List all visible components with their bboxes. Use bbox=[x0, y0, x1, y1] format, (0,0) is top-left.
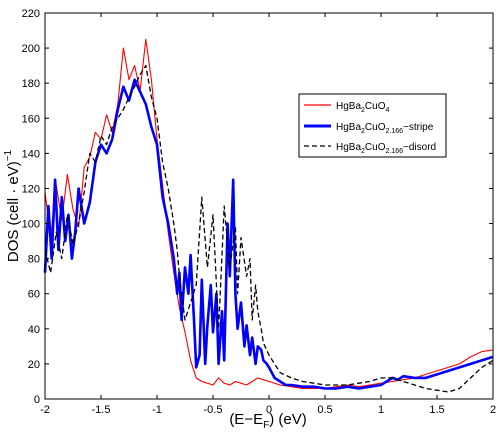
legend-label-series-2: HgBa2CuO2.166−stripe bbox=[336, 122, 434, 135]
y-tick-labels: 0 20 40 60 80 100 120 140 160 180 200 220 bbox=[22, 8, 40, 406]
x-tick-label: -2 bbox=[40, 404, 50, 416]
ticks-layer bbox=[44, 12, 494, 400]
y-tick-label: 200 bbox=[22, 43, 40, 55]
plot-background bbox=[45, 13, 493, 399]
y-tick-label: 180 bbox=[22, 78, 40, 90]
series-line-2 bbox=[43, 78, 494, 390]
x-axis-title-main: (E−E bbox=[229, 411, 263, 428]
y-tick-label: 40 bbox=[28, 324, 40, 336]
x-axis-title: (E−EF) (eV) bbox=[229, 411, 306, 431]
x-axis-title-sub: F bbox=[263, 420, 269, 431]
y-tick-label: 80 bbox=[28, 254, 40, 266]
series-line-1 bbox=[44, 38, 494, 390]
y-tick-label: 120 bbox=[22, 183, 40, 195]
x-tick-label: -0.5 bbox=[204, 404, 223, 416]
x-tick-label: -1 bbox=[152, 404, 162, 416]
series-line-3 bbox=[44, 64, 494, 393]
x-tick-label: 0 bbox=[266, 404, 272, 416]
series-layer bbox=[43, 38, 494, 393]
legend-label-series-1: HgBa2CuO4 bbox=[336, 101, 389, 114]
y-axis-title-sup: −1 bbox=[3, 149, 14, 161]
x-tick-label: -1.5 bbox=[92, 404, 111, 416]
y-tick-label: 60 bbox=[28, 289, 40, 301]
x-tick-labels: -2 -1.5 -1 -0.5 0 0.5 1 1.5 2 bbox=[40, 404, 496, 416]
y-tick-label: 100 bbox=[22, 219, 40, 231]
y-axis-title: DOS (cell · eV)−1 bbox=[3, 149, 22, 262]
x-tick-label: 0.5 bbox=[317, 404, 332, 416]
y-tick-label: 140 bbox=[22, 148, 40, 160]
x-axis-title-tail: ) (eV) bbox=[269, 411, 307, 428]
y-tick-label: 220 bbox=[22, 8, 40, 20]
y-tick-label: 20 bbox=[28, 359, 40, 371]
x-tick-label: 2 bbox=[490, 404, 496, 416]
x-tick-label: 1.5 bbox=[429, 404, 444, 416]
y-tick-label: 0 bbox=[34, 394, 40, 406]
legend: HgBa2CuO4 HgBa2CuO2.166−stripe HgBa2CuO2… bbox=[298, 93, 447, 158]
legend-label-series-3: HgBa2CuO2.166−disord bbox=[336, 142, 436, 155]
x-tick-label: 1 bbox=[378, 404, 384, 416]
y-tick-label: 160 bbox=[22, 113, 40, 125]
y-axis-title-main: DOS (cell · eV) bbox=[5, 161, 22, 262]
